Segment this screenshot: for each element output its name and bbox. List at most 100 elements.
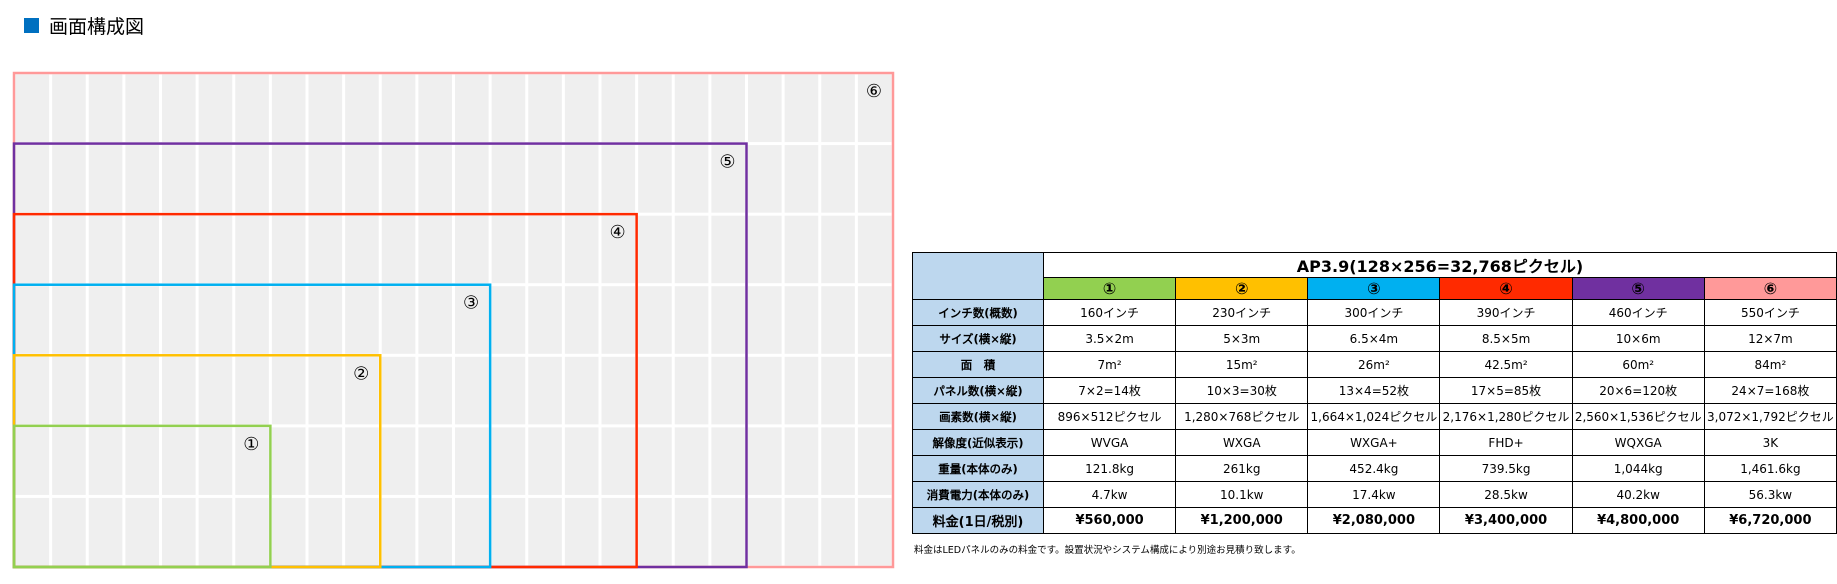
cell: 20×6=120枚 — [1571, 377, 1705, 404]
data-row: 解像度(近似表示) WVGA WXGA WXGA+ FHD+ WQXGA 3K — [912, 429, 1837, 456]
panel-cell — [345, 145, 379, 213]
panel-cell — [198, 427, 233, 495]
panel-cell — [821, 74, 855, 143]
cell: 1,044kg — [1571, 455, 1705, 482]
panel-cell — [52, 74, 86, 143]
cell: 42.5m² — [1439, 351, 1573, 378]
panel-cell — [162, 497, 196, 566]
panel-cell — [857, 74, 892, 143]
row-head: パネル数(横×縦) — [912, 377, 1044, 404]
panel-cell — [601, 427, 636, 495]
panel-cell — [674, 427, 709, 495]
panel-cell — [381, 74, 416, 143]
cell: 2,176×1,280ピクセル — [1439, 403, 1573, 430]
panel-cell — [271, 145, 306, 213]
panel-cell — [198, 497, 233, 566]
panel-cell — [15, 427, 50, 495]
panel-cell — [821, 145, 855, 213]
panel-cell — [125, 356, 159, 425]
panel-cell — [528, 427, 562, 495]
cell: 10×6m — [1571, 325, 1705, 352]
panel-diagram: ⑥ ⑤ ④ ③ ② ① — [12, 71, 895, 569]
panel-cell — [601, 145, 636, 213]
row-head: サイズ(横×縦) — [912, 325, 1044, 352]
data-row: 面 積 7m² 15m² 26m² 42.5m² 60m² 84m² — [912, 351, 1837, 378]
panel-cell — [857, 356, 892, 425]
panel-cell — [711, 286, 745, 354]
cell: ¥1,200,000 — [1175, 507, 1309, 534]
cell: 460インチ — [1571, 299, 1705, 326]
title-text: 画面構成図 — [49, 16, 145, 38]
panel-cell — [748, 427, 782, 495]
panel-cell — [711, 356, 745, 425]
cell: 261kg — [1175, 455, 1309, 482]
panel-cell — [491, 145, 526, 213]
data-row: パネル数(横×縦) 7×2=14枚 10×3=30枚 13×4=52枚 17×5=85枚… — [912, 377, 1837, 404]
data-row: 画素数(横×縦) 896×512ピクセル 1,280×768ピクセル 1,664×1,… — [912, 403, 1837, 430]
cell: WXGA — [1175, 429, 1309, 456]
panel-cell — [52, 215, 86, 284]
row-head: 画素数(横×縦) — [912, 403, 1044, 430]
panel-cell — [638, 215, 672, 284]
column-head: ② — [1175, 277, 1309, 300]
panel-cell — [748, 145, 782, 213]
panel-cell — [198, 145, 233, 213]
panel-cell — [821, 215, 855, 284]
panel-cell — [125, 497, 159, 566]
panel-cell — [198, 215, 233, 284]
panel-cell — [857, 215, 892, 284]
panel-cell — [748, 215, 782, 284]
panel-cell — [198, 286, 233, 354]
panel-cell — [491, 356, 526, 425]
panel-cell — [455, 286, 489, 354]
panel-cell — [601, 74, 636, 143]
panel-cell — [162, 286, 196, 354]
panel-cell — [88, 145, 123, 213]
panel-cell — [638, 74, 672, 143]
panel-cell — [125, 145, 159, 213]
panel-cell — [52, 497, 86, 566]
panel-cell — [821, 286, 855, 354]
panel-cell — [711, 427, 745, 495]
panel-cell — [748, 497, 782, 566]
size-label: ⑤ — [719, 152, 735, 173]
size-label: ② — [353, 363, 369, 384]
data-row: サイズ(横×縦) 3.5×2m 5×3m 6.5×4m 8.5×5m 10×6m 12×7m — [912, 325, 1837, 352]
cell: WXGA+ — [1307, 429, 1441, 456]
panel-cell — [271, 356, 306, 425]
panel-cell — [418, 497, 452, 566]
cell: 5×3m — [1175, 325, 1309, 352]
column-head: ⑥ — [1703, 277, 1837, 300]
row-head: 重量(本体のみ) — [912, 455, 1044, 482]
data-row: インチ数(概数) 160インチ 230インチ 300インチ 390インチ 460インチ 55… — [912, 299, 1837, 326]
note: 料金はLEDパネルのみの料金です。設置状況やシステム構成により別途お見積り致しま… — [914, 545, 1301, 556]
panel-cell — [15, 145, 50, 213]
panel-cell — [381, 286, 416, 354]
panel-cell — [601, 356, 636, 425]
row-head: 料金(1日/税別) — [912, 507, 1044, 534]
panel-cell — [674, 215, 709, 284]
cell: 550インチ — [1703, 299, 1837, 326]
panel-cell — [381, 427, 416, 495]
cell: 3K — [1703, 429, 1837, 456]
cell: 160インチ — [1042, 299, 1177, 326]
panel-cell — [88, 215, 123, 284]
panel-cell — [381, 215, 416, 284]
panel-cell — [418, 215, 452, 284]
cell: 28.5kw — [1439, 481, 1573, 508]
panel-cell — [857, 497, 892, 566]
cell: 1,461.6kg — [1703, 455, 1837, 482]
cell: 896×512ピクセル — [1042, 403, 1177, 430]
cell: 17×5=85枚 — [1439, 377, 1573, 404]
data-row: 重量(本体のみ) 121.8kg 261kg 452.4kg 739.5kg 1,044k… — [912, 455, 1837, 482]
row-head: インチ数(概数) — [912, 299, 1044, 326]
cell: 121.8kg — [1042, 455, 1177, 482]
panel-cell — [52, 356, 86, 425]
cell: 230インチ — [1175, 299, 1309, 326]
panel-cell — [455, 74, 489, 143]
panel-cell — [491, 286, 526, 354]
panel-cell — [674, 145, 709, 213]
panel-cell — [528, 74, 562, 143]
panel-cell — [528, 215, 562, 284]
